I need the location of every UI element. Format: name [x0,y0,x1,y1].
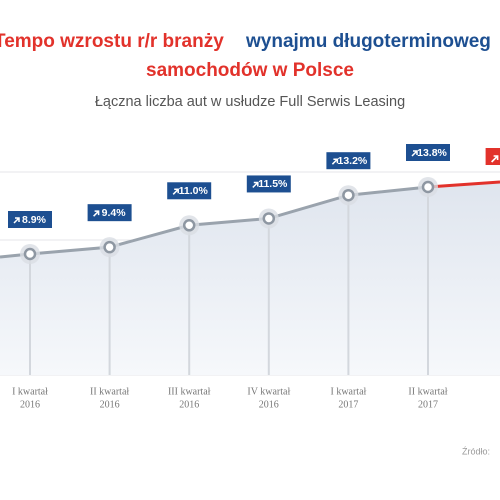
data-label: 11.0% [179,185,209,197]
title-part: Tempo wzrostu r/r branży [0,31,224,52]
label-arrow [331,158,339,165]
label-arrow [411,150,418,157]
point [262,212,276,225]
label-box [406,144,450,161]
x-tick-label: 2016 [100,399,120,410]
x-tick-label: 2016 [20,399,40,410]
label-arrow [491,155,499,163]
data-label: 13.8% [417,147,447,159]
label-arrow [252,181,259,188]
label-arrow [93,210,100,217]
label-box [246,175,291,193]
label-arrow [13,217,20,224]
title-part: wynajmu długoterminoweg [245,31,491,52]
line [29,185,429,256]
data-label: 11.5% [258,178,288,190]
x-tick-label: III kwartał [168,386,211,397]
label-box [167,182,212,200]
label-box [8,211,52,228]
data-label: 8.9% [22,214,47,226]
point [421,180,435,194]
label-arrow [172,188,179,195]
subtitle: Łączna liczba aut w usłudze Full Serwis … [95,94,405,110]
label-box-highlight [485,148,500,165]
area [0,182,500,375]
point [342,188,355,202]
point [182,219,196,232]
label-box [87,204,132,222]
source: Źródło: [462,446,490,456]
x-tick-label: II kwartał [90,386,129,397]
x-tick-label: I kwartał [12,386,48,397]
x-tick-label: I kwartał [330,386,366,397]
x-tick-label: IV kwartał [247,386,290,397]
label-box [326,152,371,170]
x-tick-label: 2016 [259,399,279,410]
data-label: 13.2% [338,155,368,167]
x-tick-label: 2017 [418,399,438,410]
line-highlight [427,180,500,189]
x-tick-label: 2017 [338,399,358,410]
point [103,240,116,254]
title-part: samochodów w Polsce [146,60,354,81]
x-tick-label: 2016 [179,399,199,410]
data-label: 9.4% [102,207,127,219]
point [23,247,37,261]
x-tick-label: II kwartał [408,386,447,397]
